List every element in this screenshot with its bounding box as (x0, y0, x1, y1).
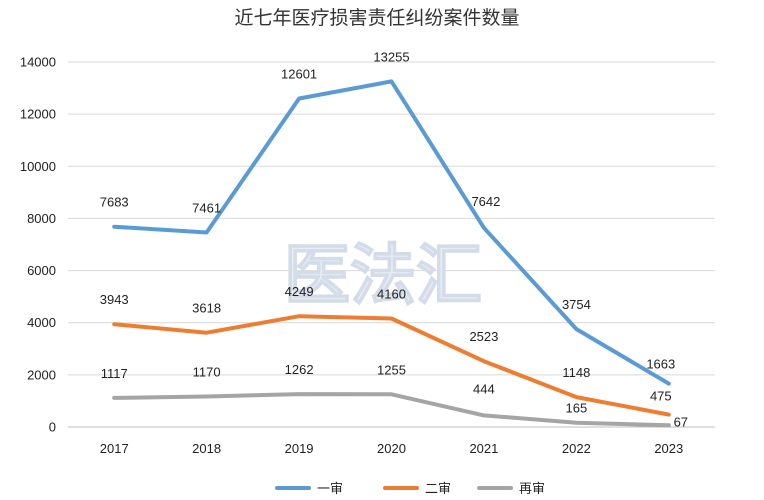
data-label: 7683 (100, 195, 129, 210)
y-tick-label: 6000 (27, 263, 56, 278)
x-tick-label: 2021 (469, 441, 498, 456)
data-labels: 7683 7461 12601 13255 7642 3754 1663 3943 3618 42… (100, 49, 688, 429)
y-tick-label: 0 (49, 420, 56, 435)
x-tick-label: 2017 (100, 441, 129, 456)
data-label: 2523 (469, 329, 498, 344)
data-label: 1663 (646, 357, 675, 372)
series-lines (112, 79, 671, 428)
data-label: 67 (674, 414, 688, 429)
data-label: 7642 (471, 194, 500, 209)
x-tick-label: 2023 (654, 441, 683, 456)
data-label: 1170 (193, 365, 221, 380)
data-label: 444 (473, 381, 495, 396)
watermark-logo: 医法汇 (284, 237, 482, 314)
legend: 一审 二审 再审 (275, 482, 545, 497)
x-axis-tick-labels: 2017 2018 2019 2020 2021 2022 2023 (100, 441, 683, 456)
data-label: 165 (566, 401, 588, 416)
data-label: 3943 (100, 292, 129, 307)
legend-label-2: 二审 (425, 482, 451, 497)
y-tick-label: 4000 (27, 315, 56, 330)
data-label: 7461 (192, 201, 221, 216)
y-tick-label: 10000 (20, 159, 56, 174)
data-label: 1117 (101, 366, 128, 381)
legend-label-3: 再审 (519, 482, 545, 497)
x-tick-label: 2018 (192, 441, 221, 456)
y-tick-label: 12000 (20, 107, 56, 122)
y-axis-tick-labels: 0 2000 4000 6000 8000 10000 12000 14000 (20, 55, 56, 435)
data-label: 13255 (373, 49, 409, 64)
y-tick-label: 8000 (27, 211, 56, 226)
series-line-3 (112, 392, 671, 428)
x-tick-label: 2022 (562, 441, 591, 456)
legend-label-1: 一审 (317, 482, 343, 497)
data-label: 4160 (377, 287, 406, 302)
data-label: 475 (650, 389, 672, 404)
data-label: 12601 (281, 67, 317, 82)
data-label: 4249 (285, 284, 314, 299)
data-label: 3618 (192, 301, 221, 316)
x-tick-label: 2020 (377, 441, 406, 456)
x-tick-label: 2019 (285, 441, 314, 456)
data-label: 1255 (377, 362, 406, 377)
series-line-2 (112, 314, 671, 417)
y-tick-label: 14000 (20, 55, 56, 70)
data-label: 1262 (285, 362, 314, 377)
chart-title: 近七年医疗损害责任纠纷案件数量 (234, 7, 519, 29)
y-tick-label: 2000 (27, 367, 56, 382)
gridlines (68, 61, 715, 428)
data-label: 3754 (562, 297, 591, 312)
data-label: 1148 (562, 365, 590, 380)
series-line-1 (112, 79, 671, 386)
